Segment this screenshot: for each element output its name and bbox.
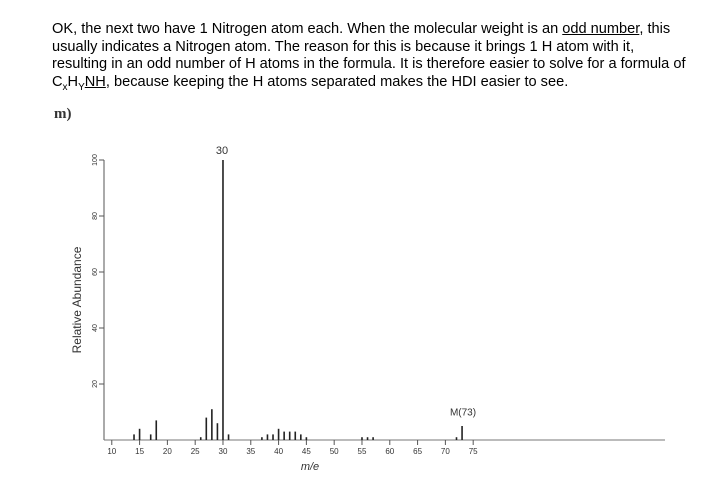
bar xyxy=(155,420,158,440)
text-run: Y xyxy=(78,81,85,93)
annotation: 30 xyxy=(216,145,228,157)
bar xyxy=(261,437,263,440)
bar xyxy=(294,431,297,440)
text-run: x xyxy=(62,81,68,93)
x-tick-label: 55 xyxy=(358,447,367,456)
bar xyxy=(205,417,208,440)
bar xyxy=(149,434,152,440)
y-tick-label: 60 xyxy=(92,268,99,276)
x-tick-label: 45 xyxy=(302,447,311,456)
y-tick-label: 100 xyxy=(92,154,99,166)
bar xyxy=(133,434,135,440)
bar xyxy=(272,434,274,440)
text-run: odd number xyxy=(562,21,640,37)
bar xyxy=(138,428,141,440)
bar xyxy=(361,437,363,440)
x-axis-title: m/e xyxy=(301,461,319,473)
text-run: OK, the next two have 1 Nitrogen atom ea… xyxy=(52,21,563,37)
bar xyxy=(211,409,213,440)
x-tick-label: 25 xyxy=(191,447,200,456)
x-tick-label: 70 xyxy=(441,447,450,456)
y-tick-label: 40 xyxy=(92,324,99,332)
bar xyxy=(461,426,463,440)
x-tick-label: 30 xyxy=(219,447,228,456)
x-tick-label: 60 xyxy=(385,447,394,456)
paragraph: OK, the next two have 1 Nitrogen atom ea… xyxy=(52,21,692,96)
text-run: , because keeping the H atoms separated … xyxy=(105,73,569,90)
x-tick-label: 20 xyxy=(163,447,172,456)
bar xyxy=(300,434,302,440)
bar xyxy=(288,431,291,440)
bar xyxy=(366,437,369,440)
y-axis-title: Relative Abundance xyxy=(70,246,84,353)
x-tick-label: 10 xyxy=(107,447,116,456)
text-run: NH xyxy=(84,73,106,90)
bar xyxy=(222,160,224,440)
bar xyxy=(455,437,458,440)
bar xyxy=(199,437,202,440)
x-tick-label: 40 xyxy=(274,447,283,456)
text-run: , this usually indicates a Nitrogen atom… xyxy=(52,21,686,90)
bar xyxy=(266,434,269,440)
bar xyxy=(277,428,280,440)
x-tick-label: 50 xyxy=(330,447,339,456)
text-run: H xyxy=(67,73,79,90)
bar xyxy=(283,431,285,440)
x-tick-label: 75 xyxy=(469,447,478,456)
bar xyxy=(372,437,374,440)
annotation: M(73) xyxy=(450,408,476,419)
x-tick-label: 35 xyxy=(246,447,255,456)
bar xyxy=(305,437,308,440)
bar xyxy=(216,423,219,440)
problem-label: m) xyxy=(54,106,72,122)
y-tick-label: 20 xyxy=(92,380,99,388)
x-tick-label: 15 xyxy=(135,447,144,456)
y-tick-label: 80 xyxy=(92,212,99,220)
bar xyxy=(227,434,230,440)
x-tick-label: 65 xyxy=(413,447,422,456)
